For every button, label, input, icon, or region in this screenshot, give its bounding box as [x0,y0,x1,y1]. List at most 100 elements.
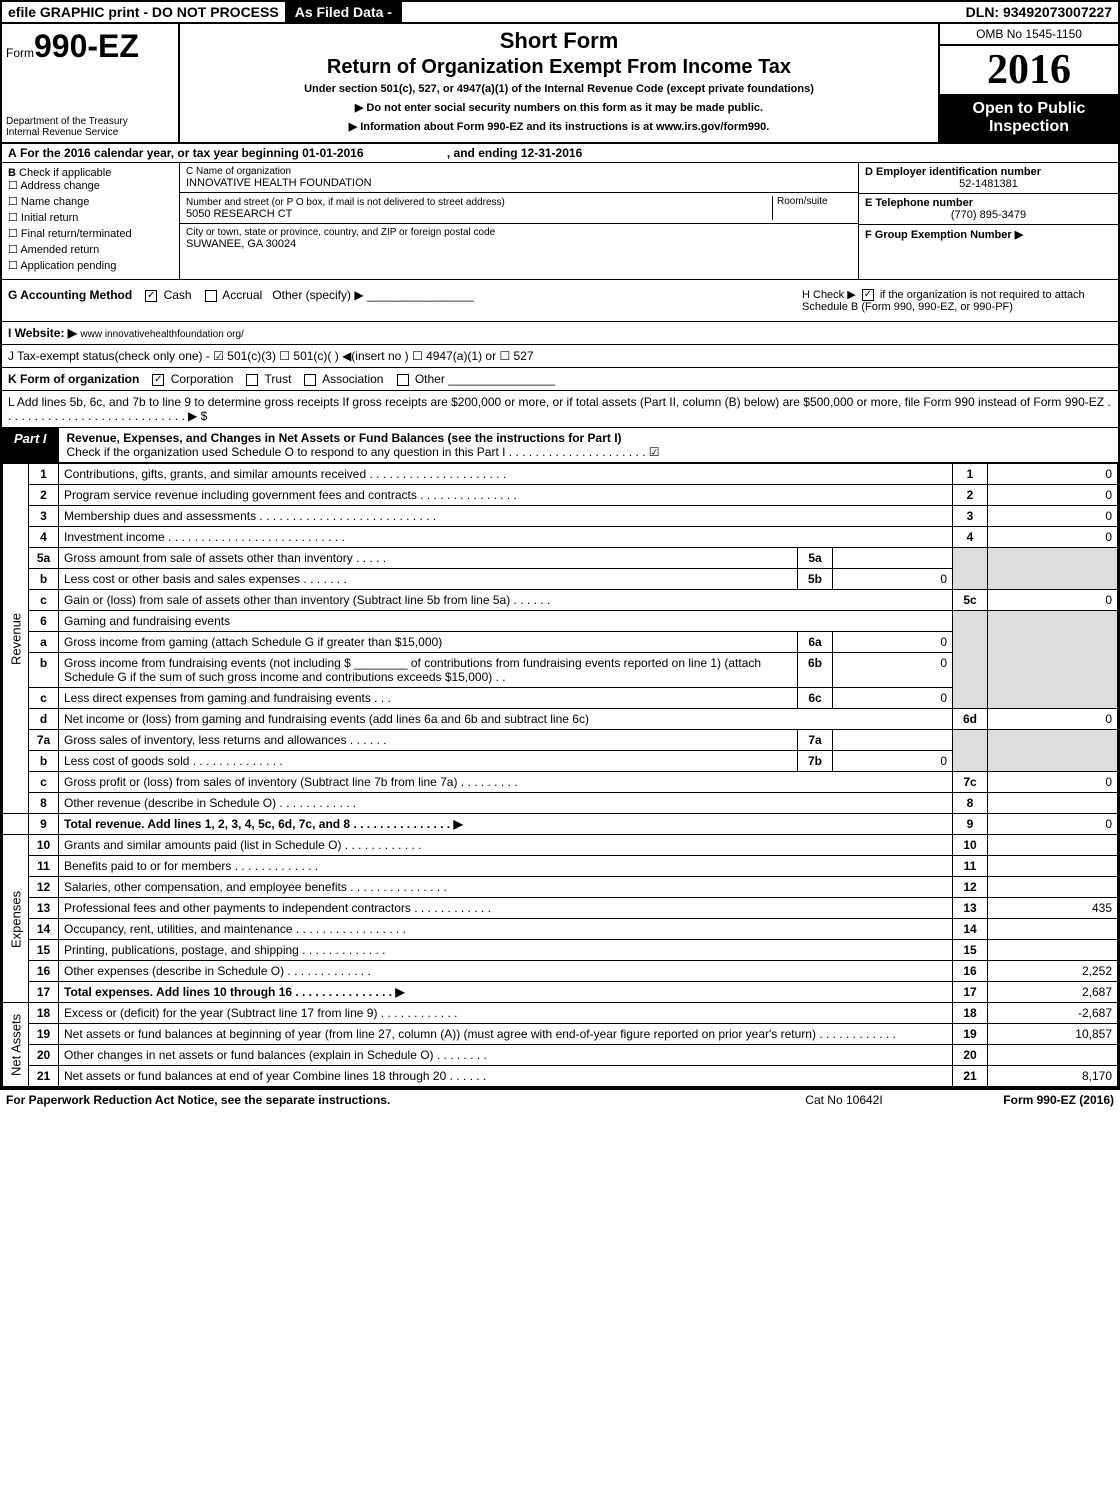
box-21: 21 [953,1066,988,1087]
box-4: 4 [953,527,988,548]
open-public: Open to Public Inspection [940,94,1118,142]
line-num: 17 [29,982,59,1003]
chk-final[interactable]: ☐ Final return/terminated [8,227,173,240]
c-name-box: C Name of organization INNOVATIVE HEALTH… [180,163,858,193]
form-page: efile GRAPHIC print - DO NOT PROCESS As … [0,0,1120,1089]
amt-17: 2,687 [988,982,1118,1003]
box-7c: 7c [953,772,988,793]
chk-initial[interactable]: ☐ Initial return [8,211,173,224]
box-17: 17 [953,982,988,1003]
under-section: Under section 501(c), 527, or 4947(a)(1)… [190,83,928,95]
as-filed-label: As Filed Data - [285,2,402,22]
line7b-desc: Less cost of goods sold . . . . . . . . … [59,751,798,772]
box-9: 9 [953,814,988,835]
b-intro-text: Check if applicable [19,167,111,179]
k-label: K Form of organization [8,372,139,386]
box-14: 14 [953,919,988,940]
cash-label: Cash [164,288,192,302]
subval-7b: 0 [833,751,953,772]
chk-corp[interactable]: ✓ [152,374,164,386]
part1-title: Revenue, Expenses, and Changes in Net As… [59,428,1118,462]
line7a-desc: Gross sales of inventory, less returns a… [59,730,798,751]
line6-desc: Gaming and fundraising events [59,611,953,632]
lines-table: Revenue 1 Contributions, gifts, grants, … [2,463,1118,1087]
line7c-desc: Gross profit or (loss) from sales of inv… [59,772,953,793]
line10-desc: Grants and similar amounts paid (list in… [59,835,953,856]
notice-line1: ▶ Do not enter social security numbers o… [190,101,928,114]
omb-number: OMB No 1545-1150 [940,24,1118,46]
j-text: J Tax-exempt status(check only one) - ☑ … [8,349,534,363]
line-num: 7a [29,730,59,751]
amt-10 [988,835,1118,856]
line-num: 3 [29,506,59,527]
c-room-label: Room/suite [772,196,852,220]
chk-accrual[interactable] [205,290,217,302]
section-k: K Form of organization ✓ Corporation Tru… [2,368,1118,391]
sub-7b: 7b [798,751,833,772]
amt-15 [988,940,1118,961]
line-num: 21 [29,1066,59,1087]
box-19: 19 [953,1024,988,1045]
sub-6c: 6c [798,688,833,709]
c-street-box: Number and street (or P O box, if mail i… [180,193,858,224]
form-num-text: 990-EZ [34,28,139,64]
revenue-label: Revenue [3,464,29,814]
section-b: B Check if applicable ☐ Address change ☐… [2,163,180,279]
h-text1: H Check ▶ [802,289,856,301]
line-num: 2 [29,485,59,506]
l-text: L Add lines 5b, 6c, and 7b to line 9 to … [8,395,1111,423]
shade [988,730,1118,772]
line-num: c [29,688,59,709]
line18-desc: Excess or (deficit) for the year (Subtra… [59,1003,953,1024]
line14-desc: Occupancy, rent, utilities, and maintena… [59,919,953,940]
line4-desc: Investment income . . . . . . . . . . . … [59,527,953,548]
part1-tag: Part I [2,428,59,462]
line-num: 18 [29,1003,59,1024]
amt-4: 0 [988,527,1118,548]
line17-desc: Total expenses. Add lines 10 through 16 … [59,982,953,1003]
amt-5c: 0 [988,590,1118,611]
line-num: 14 [29,919,59,940]
line-num: 13 [29,898,59,919]
line5a-desc: Gross amount from sale of assets other t… [59,548,798,569]
notice-line2-text: ▶ Information about Form 990-EZ and its … [349,121,770,133]
chk-other[interactable] [397,374,409,386]
box-18: 18 [953,1003,988,1024]
line-num: b [29,751,59,772]
chk-address[interactable]: ☐ Address change [8,179,173,192]
c-city-label: City or town, state or province, country… [186,227,852,238]
d-box: D Employer identification number 52-1481… [859,163,1118,194]
chk-name[interactable]: ☐ Name change [8,195,173,208]
line3-desc: Membership dues and assessments . . . . … [59,506,953,527]
chk-assoc[interactable] [304,374,316,386]
line-num: 5a [29,548,59,569]
dept-line1: Department of the Treasury [6,116,174,127]
line1-desc: Contributions, gifts, grants, and simila… [59,464,953,485]
line11-desc: Benefits paid to or for members . . . . … [59,856,953,877]
chk-pending[interactable]: ☐ Application pending [8,259,173,272]
header-row: Form990-EZ Department of the Treasury In… [2,24,1118,144]
chk-initial-label: Initial return [21,212,78,224]
chk-amended-label: Amended return [20,244,99,256]
sub-5b: 5b [798,569,833,590]
b-label: B [8,167,16,179]
chk-final-label: Final return/terminated [21,228,132,240]
chk-address-label: Address change [20,180,100,192]
a-text: For the 2016 calendar year, or tax year … [20,146,364,160]
sub-5a: 5a [798,548,833,569]
dept-line2: Internal Revenue Service [6,127,174,138]
line5b-desc: Less cost or other basis and sales expen… [59,569,798,590]
line2-desc: Program service revenue including govern… [59,485,953,506]
e-value: (770) 895-3479 [865,209,1112,221]
chk-h[interactable]: ✓ [862,289,874,301]
section-i: I Website: ▶ www innovativehealthfoundat… [2,322,1118,345]
box-16: 16 [953,961,988,982]
chk-trust[interactable] [246,374,258,386]
line20-desc: Other changes in net assets or fund bala… [59,1045,953,1066]
line15-desc: Printing, publications, postage, and shi… [59,940,953,961]
line8-desc: Other revenue (describe in Schedule O) .… [59,793,953,814]
amt-14 [988,919,1118,940]
chk-amended[interactable]: ☐ Amended return [8,243,173,256]
chk-cash[interactable]: ✓ [145,290,157,302]
netassets-label: Net Assets [3,1003,29,1087]
